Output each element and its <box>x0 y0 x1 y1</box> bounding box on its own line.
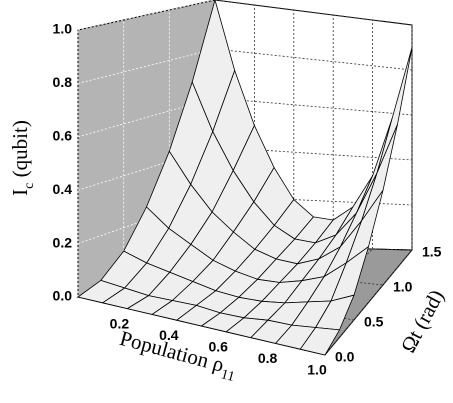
y-axis-label: Ωt (rad) <box>396 286 449 357</box>
x-axis-label-part: 11 <box>219 367 236 385</box>
surface-patch <box>299 327 340 356</box>
z-tick-label: 1.0 <box>53 21 73 37</box>
z-axis-label-part: c <box>22 183 37 189</box>
grid-line <box>214 48 413 71</box>
x-tick-label: 1.0 <box>307 362 327 378</box>
grid-line <box>324 249 413 356</box>
y-tick-label: 0.0 <box>335 349 355 365</box>
x-tick-label: 0.2 <box>110 315 130 331</box>
grid-line <box>214 97 413 116</box>
y-axis-label-part: Ωt (rad) <box>396 286 449 357</box>
z-axis-label: Ic (qubit) <box>8 120 37 196</box>
x-tick-label: 0.8 <box>258 350 278 366</box>
x-tick-label: 0.6 <box>208 339 228 355</box>
grid-line <box>77 48 216 84</box>
labels: 0.0 0.2 0.4 0.6 0.8 1.0 0.2 0.4 0.6 0.8 1.0 0.0 0.5 1… <box>8 21 449 385</box>
z-tick-label: 0.4 <box>53 181 73 197</box>
z-tick-label: 0.6 <box>53 128 73 144</box>
x-tick-label: 0.4 <box>159 327 179 343</box>
z-tick-label: 0.2 <box>53 234 73 250</box>
y-tick-label: 1.5 <box>422 244 442 260</box>
z-tick-label: 0.8 <box>53 74 73 90</box>
surface <box>77 0 413 356</box>
y-tick-label: 1.0 <box>393 279 413 295</box>
z-axis-label-part: I <box>8 189 32 196</box>
grid-line <box>77 0 216 31</box>
y-tick-label: 0.5 <box>364 314 384 330</box>
grid-line <box>214 0 413 26</box>
z-axis-label-part: (qubit) <box>8 120 32 182</box>
z-tick-label: 0.0 <box>53 288 73 304</box>
